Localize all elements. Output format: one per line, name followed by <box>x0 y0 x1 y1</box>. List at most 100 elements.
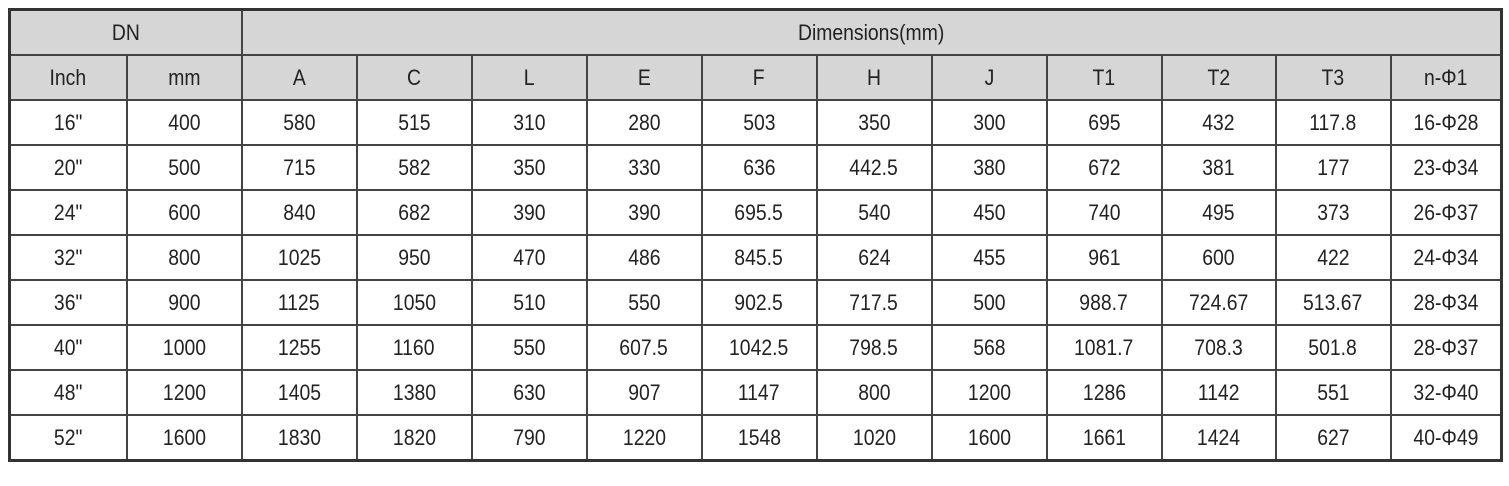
cell-value: 624 <box>857 244 891 270</box>
table-cell: 551 <box>1274 369 1392 416</box>
table-cell: 513.67 <box>1274 279 1392 326</box>
cell-value: 32-Φ40 <box>1413 379 1479 405</box>
dn-header-text: DN <box>111 19 140 45</box>
cell-value: 390 <box>627 199 661 225</box>
cell-value: 40-Φ49 <box>1413 424 1479 450</box>
table-cell: 450 <box>930 189 1048 236</box>
cell-value: 740 <box>1087 199 1121 225</box>
cell-value: 1000 <box>162 334 206 360</box>
cell-value: 550 <box>512 334 546 360</box>
cell-value: 422 <box>1316 244 1350 270</box>
table-cell: 501.8 <box>1274 324 1392 371</box>
table-cell: 1147 <box>700 369 818 416</box>
cell-value: 330 <box>627 154 661 180</box>
table-cell: 455 <box>930 234 1048 281</box>
table-cell: 630 <box>470 369 588 416</box>
table-cell: 627 <box>1274 414 1392 462</box>
cell-value: 840 <box>282 199 316 225</box>
cell-value: 1081.7 <box>1074 334 1134 360</box>
table-cell: 540 <box>815 189 933 236</box>
cell-value: 790 <box>512 424 546 450</box>
cell-value: 442.5 <box>849 154 899 180</box>
cell-value: 1661 <box>1082 424 1126 450</box>
table-row: 48" 1200 1405 1380 630 907 1147 800 1200 1286 1142… <box>8 369 1503 416</box>
cell-value: 350 <box>857 109 891 135</box>
cell-value: 470 <box>512 244 546 270</box>
column-header-text: A <box>292 64 306 90</box>
cell-value: 607.5 <box>619 334 669 360</box>
table-cell: 800 <box>125 234 243 281</box>
table-cell: 961 <box>1045 234 1163 281</box>
table-cell: 580 <box>240 99 358 146</box>
column-header-text: n-Φ1 <box>1424 64 1468 90</box>
table-cell: 636 <box>700 144 818 191</box>
cell-value: 515 <box>397 109 431 135</box>
column-header: T2 <box>1160 54 1277 101</box>
cell-value: 1600 <box>967 424 1011 450</box>
cell-value: 32" <box>54 244 83 270</box>
cell-value: 551 <box>1316 379 1350 405</box>
table-cell: 381 <box>1160 144 1277 191</box>
cell-value: 800 <box>857 379 891 405</box>
table-cell: 422 <box>1274 234 1392 281</box>
cell-value: 1050 <box>392 289 436 315</box>
column-header-text: T2 <box>1207 64 1230 90</box>
table-cell: 1286 <box>1045 369 1163 416</box>
table-cell: 550 <box>585 279 703 326</box>
cell-value: 907 <box>627 379 661 405</box>
table-cell: 600 <box>1160 234 1277 281</box>
cell-value: 600 <box>1202 244 1235 270</box>
cell-value: 373 <box>1316 199 1350 225</box>
cell-value: 501.8 <box>1308 334 1358 360</box>
cell-value: 500 <box>972 289 1006 315</box>
cell-value: 503 <box>742 109 776 135</box>
table-cell: 800 <box>815 369 933 416</box>
table-cell: 350 <box>470 144 588 191</box>
cell-value: 550 <box>627 289 661 315</box>
table-cell: 1000 <box>125 324 243 371</box>
table-cell: 350 <box>815 99 933 146</box>
cell-value: 1820 <box>392 424 436 450</box>
cell-value: 432 <box>1202 109 1235 135</box>
table-row: 16" 400 580 515 310 280 503 350 300 695 432 117.8 16… <box>8 99 1503 146</box>
cell-value: 177 <box>1316 154 1350 180</box>
cell-value: 380 <box>972 154 1006 180</box>
cell-value: 1424 <box>1196 424 1241 450</box>
table-cell: 177 <box>1274 144 1392 191</box>
cell-value: 26-Φ37 <box>1413 199 1479 225</box>
table-cell: 1025 <box>240 234 358 281</box>
cell-value: 900 <box>167 289 201 315</box>
table-cell: 1020 <box>815 414 933 462</box>
cell-value: 390 <box>512 199 546 225</box>
table-cell: 330 <box>585 144 703 191</box>
dn-header: DN <box>8 8 243 56</box>
cell-value: 950 <box>397 244 431 270</box>
table-cell: 582 <box>355 144 473 191</box>
column-header-text: T3 <box>1321 64 1345 90</box>
column-header-text: mm <box>167 64 201 90</box>
cell-value: 682 <box>397 199 431 225</box>
column-header: n-Φ1 <box>1389 54 1503 101</box>
column-header: T3 <box>1274 54 1392 101</box>
cell-value: 708.3 <box>1194 334 1243 360</box>
table-cell: 400 <box>125 99 243 146</box>
cell-value: 510 <box>512 289 546 315</box>
cell-value: 636 <box>742 154 776 180</box>
cell-value: 20" <box>54 154 83 180</box>
table-cell: 1125 <box>240 279 358 326</box>
table-cell: 1380 <box>355 369 473 416</box>
cell-value: 1042.5 <box>729 334 789 360</box>
cell-value: 1255 <box>277 334 321 360</box>
column-header-text: C <box>407 64 421 90</box>
table-cell: 28-Φ34 <box>1389 279 1503 326</box>
table-cell: 695.5 <box>700 189 818 236</box>
table-cell: 724.67 <box>1160 279 1277 326</box>
cell-value: 400 <box>167 109 201 135</box>
dimensions-table: DN Dimensions(mm) Inch mm A C L E F H J T1 T2 T3 n-Φ… <box>8 8 1503 462</box>
table-cell: 1830 <box>240 414 358 462</box>
table-cell: 1081.7 <box>1045 324 1163 371</box>
table-cell: 52" <box>8 414 128 462</box>
table-cell: 28-Φ37 <box>1389 324 1503 371</box>
table-cell: 845.5 <box>700 234 818 281</box>
cell-value: 1286 <box>1082 379 1126 405</box>
